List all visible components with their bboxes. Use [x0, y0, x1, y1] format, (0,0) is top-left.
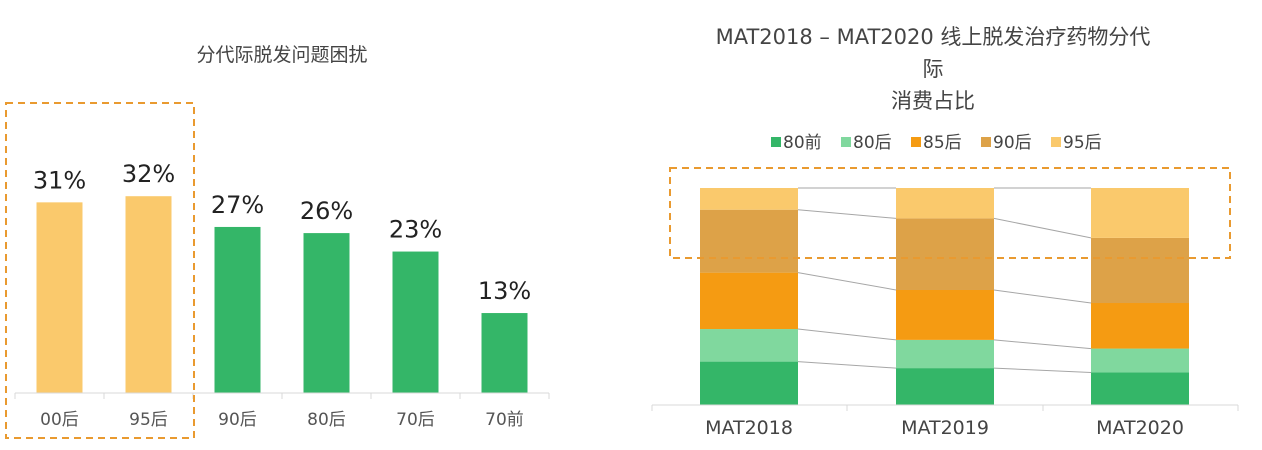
category-label: MAT2019: [901, 417, 989, 439]
segment-85后-MAT2020: [1091, 303, 1189, 349]
segment-80前-MAT2018: [700, 361, 798, 405]
series-connector-line: [797, 209, 897, 219]
segment-80后-MAT2020: [1091, 348, 1189, 373]
legend-swatch-95后: [1051, 137, 1061, 147]
segment-85后-MAT2018: [700, 272, 798, 330]
series-connector-line: [993, 367, 1092, 373]
right-chart-title-line-1: MAT2018 – MAT2020 线上脱发治疗药物分代: [716, 25, 1151, 49]
bar-80后: [303, 233, 350, 393]
series-connector-line: [797, 361, 897, 369]
bar-value-label: 32%: [122, 160, 175, 188]
segment-95后-MAT2020: [1091, 188, 1189, 238]
bar-value-label: 26%: [300, 197, 353, 225]
right-highlight-dashed-box: [669, 167, 1231, 259]
right-chart-title-line-2: 际: [923, 57, 944, 81]
right-stacked-chart: MAT2018 – MAT2020 线上脱发治疗药物分代 际 消费占比 80前 8…: [651, 25, 1239, 439]
category-label: 95后: [129, 410, 168, 430]
left-bar-chart: 分代际脱发问题困扰 31% 32% 27% 26% 23% 13% 00后 95后 90后 80…: [5, 44, 550, 439]
bar-value-label: 23%: [389, 216, 442, 244]
legend-swatch-85后: [911, 137, 921, 147]
category-label: 70后: [396, 410, 435, 430]
segment-85后-MAT2019: [896, 289, 994, 340]
segment-90后-MAT2019: [896, 218, 994, 290]
segment-90后-MAT2018: [700, 209, 798, 273]
bar-value-label: 31%: [33, 166, 86, 194]
bar-00后: [36, 202, 83, 393]
right-chart-title-line-3: 消费占比: [891, 89, 975, 113]
left-chart-title: 分代际脱发问题困扰: [196, 44, 367, 66]
segment-80后-MAT2019: [896, 339, 994, 369]
segment-80前-MAT2020: [1091, 372, 1189, 405]
category-label: MAT2020: [1096, 417, 1184, 439]
bar-value-label: 13%: [478, 277, 531, 305]
segment-95后-MAT2018: [700, 188, 798, 210]
legend-swatch-80前: [771, 137, 781, 147]
category-label: 90后: [218, 410, 257, 430]
category-label: 80后: [307, 410, 346, 430]
legend-label-95后: 95后: [1063, 133, 1102, 153]
segment-80前-MAT2019: [896, 368, 994, 405]
series-connector-line: [993, 217, 1092, 239]
bar-90后: [214, 226, 261, 393]
legend-swatch-90后: [981, 137, 991, 147]
legend-label-80前: 80前: [783, 133, 822, 153]
series-connector-line: [993, 339, 1092, 350]
series-connector-line: [993, 289, 1092, 304]
bar-70后: [392, 251, 439, 393]
legend-label-80后: 80后: [853, 133, 892, 153]
category-label: 00后: [40, 410, 79, 430]
segment-90后-MAT2020: [1091, 237, 1189, 304]
left-highlight-dashed-box: [5, 102, 195, 439]
bar-70前: [481, 313, 528, 393]
segment-95后-MAT2019: [896, 188, 994, 219]
series-connector-line: [797, 272, 897, 291]
bar-value-label: 27%: [211, 191, 264, 219]
legend: 80前 80后 85后 90后 95后: [771, 133, 1102, 153]
series-connector-line: [797, 328, 897, 341]
category-label: MAT2018: [705, 417, 793, 439]
legend-label-90后: 90后: [993, 133, 1032, 153]
segment-80后-MAT2018: [700, 329, 798, 362]
legend-label-85后: 85后: [923, 133, 962, 153]
category-label: 70前: [485, 410, 524, 430]
bar-95后: [125, 196, 172, 393]
legend-swatch-80后: [841, 137, 851, 147]
